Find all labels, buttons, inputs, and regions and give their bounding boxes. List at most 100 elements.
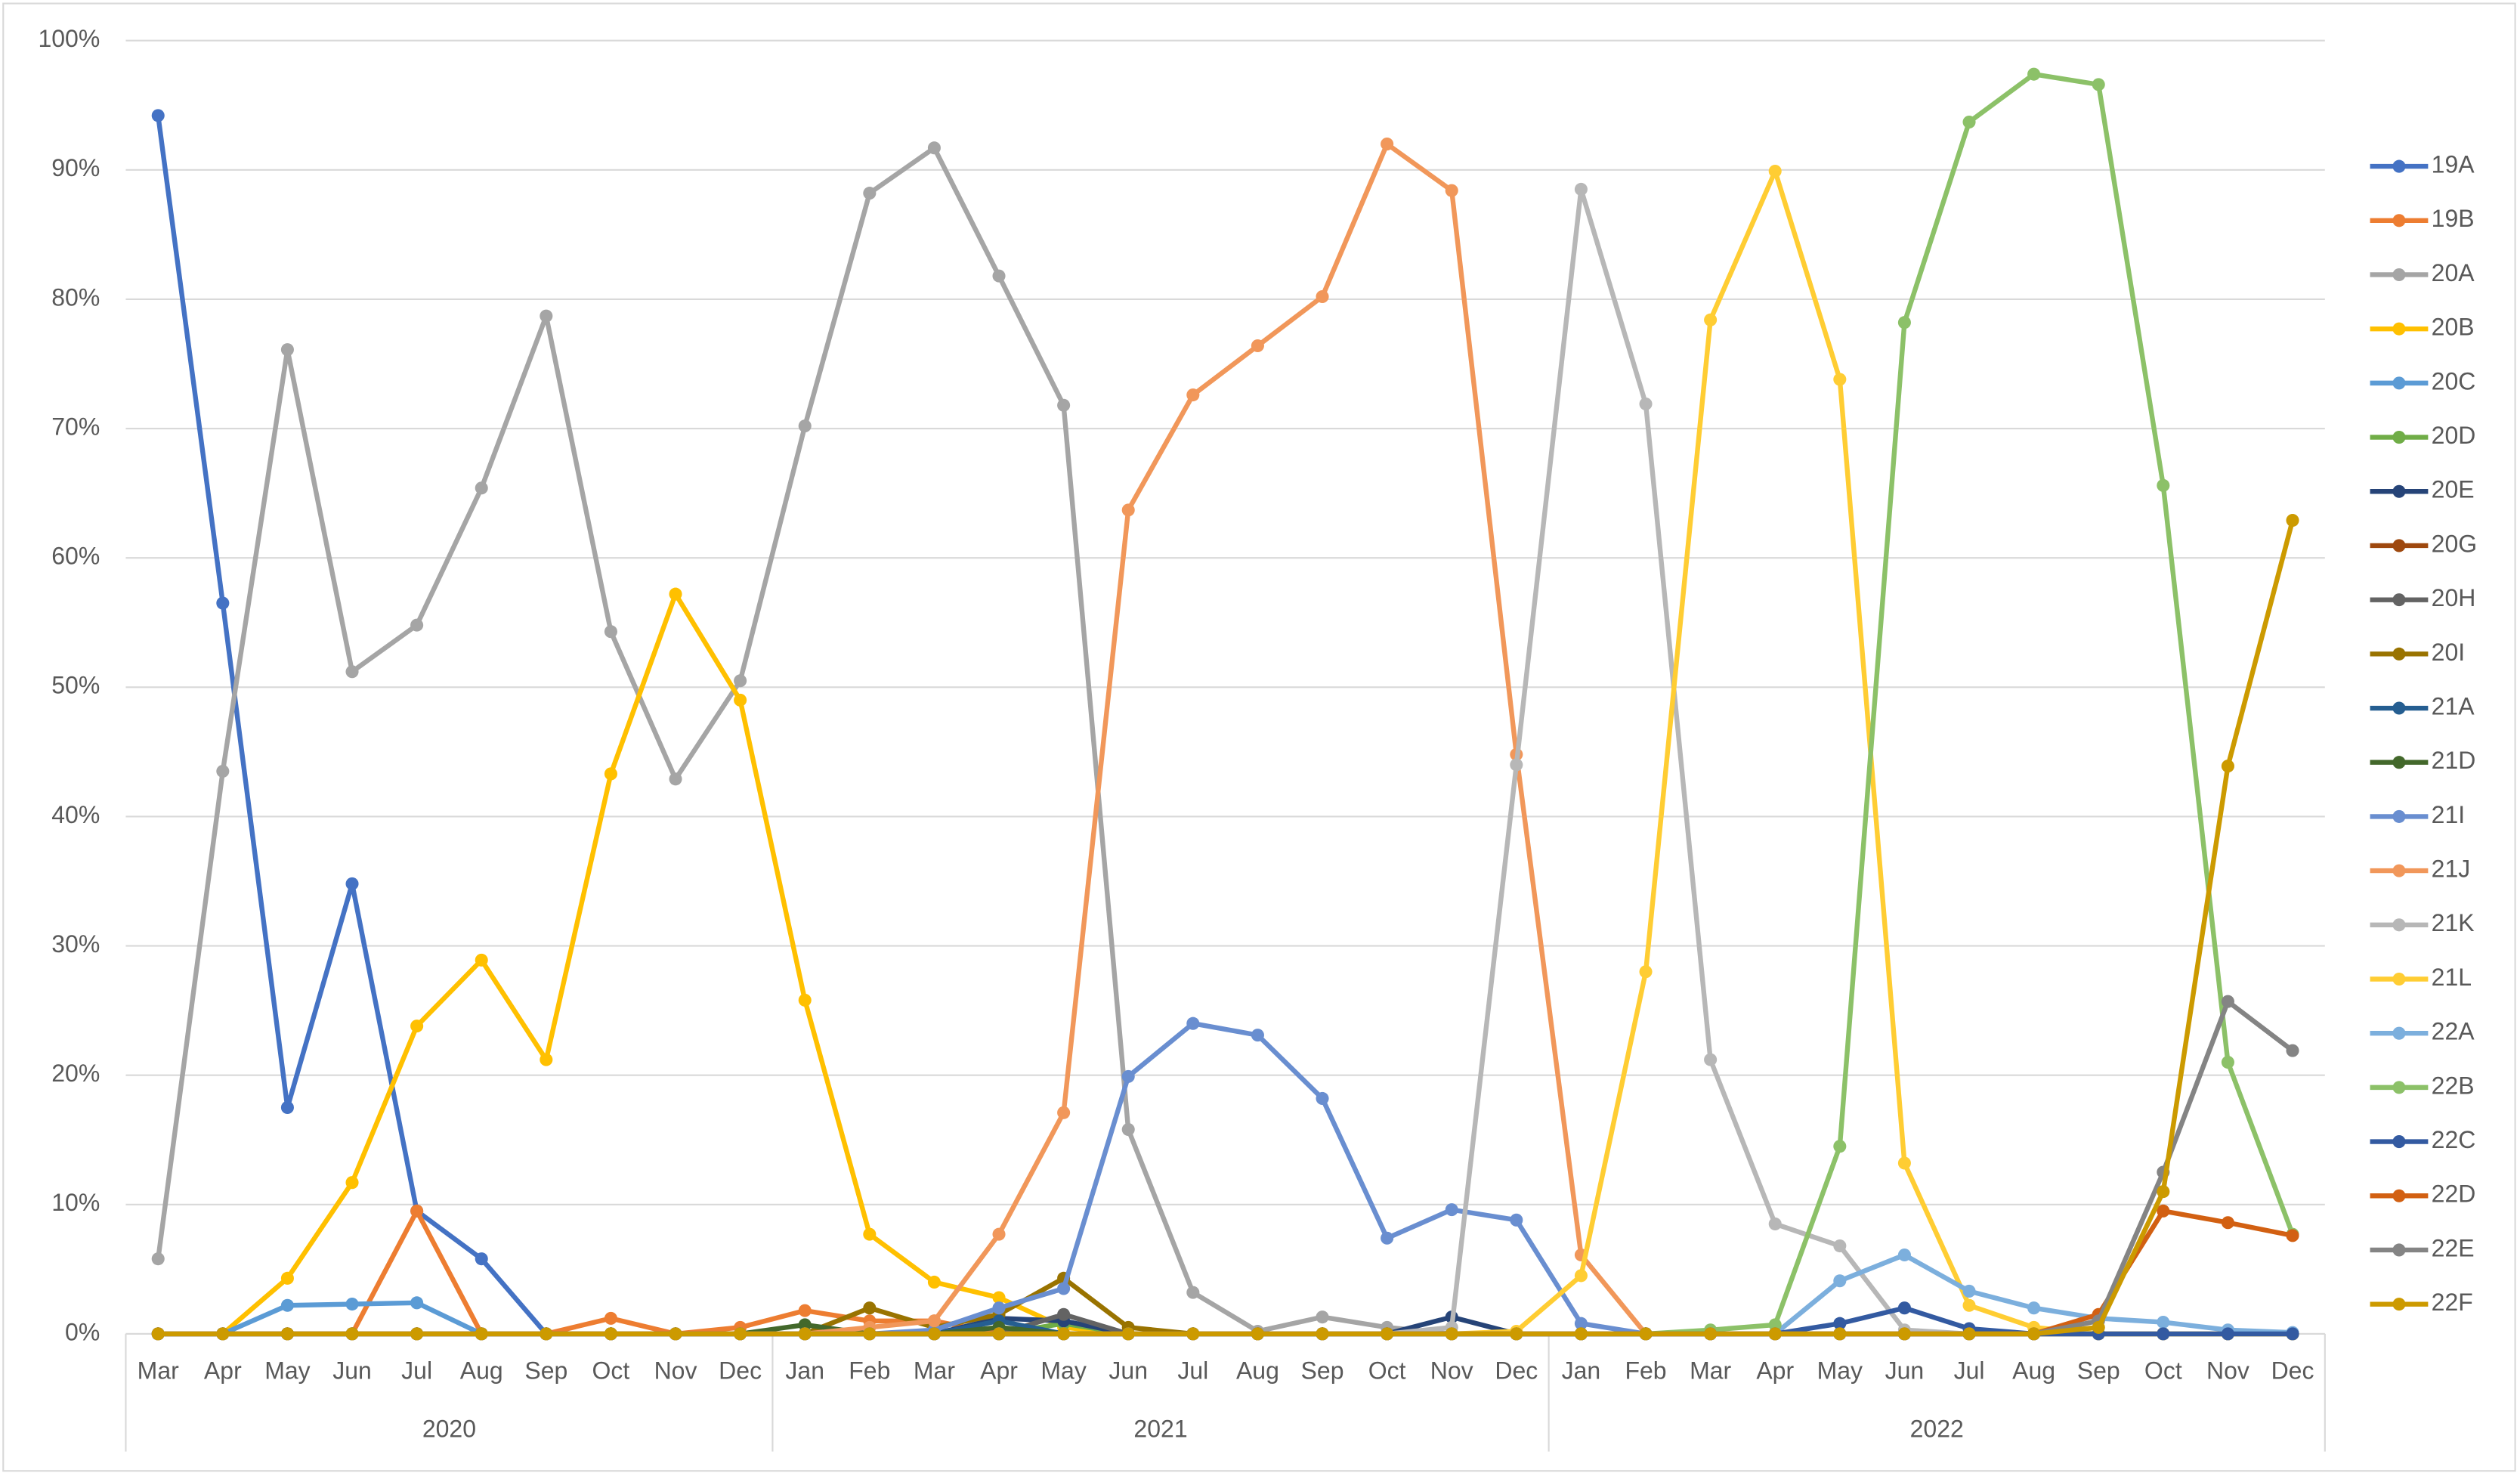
x-tick-label: Jan [785,1357,824,1385]
legend-label: 21L [2432,964,2472,991]
x-tick-label: Mar [138,1357,179,1385]
data-point [1962,1327,1976,1341]
data-point [669,772,682,786]
legend-marker [2392,539,2406,552]
data-point [863,187,877,200]
legend-label: 20I [2432,639,2465,666]
data-point [280,1298,294,1312]
data-point [1186,1286,1200,1299]
data-point [2286,514,2299,528]
data-point [604,625,617,639]
legend-label: 20G [2432,530,2477,557]
data-point [410,1204,424,1218]
data-point [1704,1327,1718,1341]
data-point [2027,67,2041,81]
data-point [2157,478,2170,492]
x-tick-label: Jun [332,1357,372,1385]
data-point [1057,398,1071,412]
legend-marker [2392,593,2406,607]
data-point [927,141,941,155]
data-point [280,1327,294,1341]
legend-marker [2392,376,2406,390]
data-point [1897,316,1911,330]
data-point [2157,1204,2170,1218]
data-point [345,877,359,890]
data-point [604,1311,617,1325]
x-tick-label: Nov [654,1357,697,1385]
data-point [927,1314,941,1328]
data-point [1510,758,1523,772]
data-point [1121,1069,1135,1083]
data-point [1186,1016,1200,1030]
legend-label: 22D [2432,1180,2476,1208]
data-point [1962,115,1976,129]
data-point [798,1318,812,1332]
legend-label: 21K [2432,909,2475,936]
legend-marker [2392,322,2406,336]
data-point [2157,1315,2170,1329]
data-point [1381,1327,1394,1341]
data-point [475,953,488,967]
data-point [1574,1327,1588,1341]
y-tick-label: 0% [65,1318,100,1345]
data-point [2221,995,2234,1008]
data-point [2221,1327,2234,1341]
x-tick-label: Apr [980,1357,1018,1385]
x-tick-label: Mar [1690,1357,1731,1385]
data-point [2092,1320,2105,1334]
data-point [1833,1327,1847,1341]
data-point [1962,1298,1976,1312]
data-point [1057,1106,1071,1119]
data-point [1121,1122,1135,1137]
data-point [1639,965,1653,979]
y-tick-label: 80% [51,283,100,311]
legend-label: 20D [2432,422,2476,449]
data-point [2092,78,2105,91]
x-tick-label: Dec [719,1357,762,1385]
data-point [604,1327,617,1341]
legend-marker [2392,918,2406,932]
y-tick-label: 100% [38,25,100,52]
data-point [475,1252,488,1266]
data-point [540,1053,553,1066]
data-point [280,1100,294,1114]
x-tick-label: May [1040,1357,1086,1385]
y-tick-label: 50% [51,672,100,699]
data-point [1768,1217,1782,1230]
data-point [410,1020,424,1033]
data-point [992,1291,1006,1304]
data-point [280,343,294,357]
data-point [1897,1301,1911,1315]
data-point [2027,1301,2041,1315]
data-point [1057,1307,1071,1321]
data-point [1316,1091,1329,1105]
data-point [1316,1310,1329,1324]
legend-marker [2392,647,2406,661]
x-tick-label: Aug [460,1357,503,1385]
legend-label: 21I [2432,801,2465,828]
data-point [540,309,553,323]
data-point [798,1304,812,1317]
x-tick-label: Oct [1368,1357,1406,1385]
series-line [158,519,2296,1337]
data-point [1833,1140,1847,1153]
x-tick-label: Jul [1177,1357,1208,1385]
data-point [992,269,1006,283]
group-label: 2021 [1133,1415,1187,1442]
data-point [1833,1274,1847,1288]
data-point [1186,388,1200,402]
group-label: 2020 [422,1415,476,1442]
data-point [410,618,424,632]
legend-marker [2392,809,2406,823]
data-point [216,596,230,610]
legend-label: 20H [2432,584,2476,611]
data-point [540,1327,553,1341]
data-point [734,1327,747,1341]
data-point [2286,1044,2299,1057]
data-point [2286,1327,2299,1341]
data-point [1897,1156,1911,1170]
x-tick-label: May [1817,1357,1863,1385]
data-point [1768,1327,1782,1341]
